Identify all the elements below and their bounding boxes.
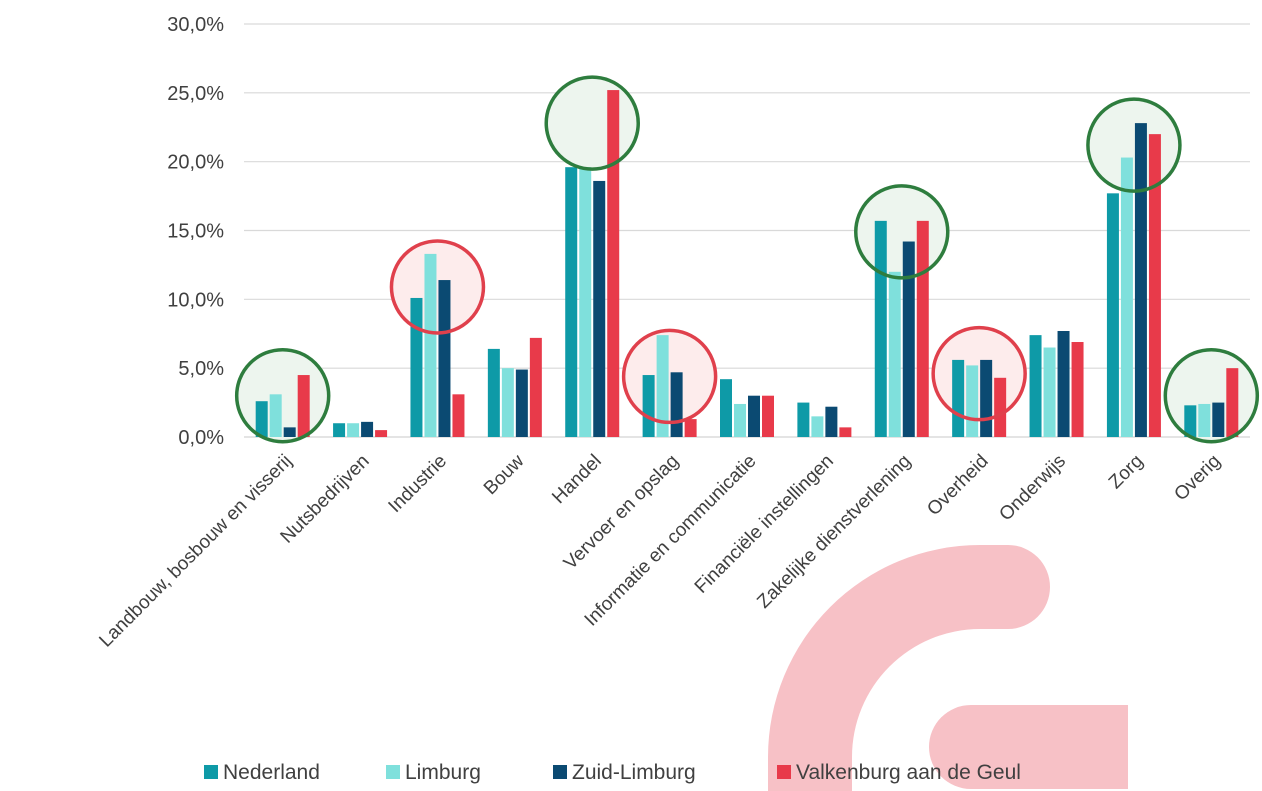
bar-limburg [347, 423, 360, 437]
bar-limburg [966, 365, 979, 437]
y-tick-label: 0,0% [178, 427, 224, 449]
legend-label: Nederland [223, 761, 320, 784]
highlight-circle-green [544, 75, 640, 171]
bar-limburg [579, 167, 592, 437]
legend-swatch [386, 765, 400, 779]
y-tick-label: 30,0% [167, 14, 224, 36]
bar-zuid-limburg [361, 421, 374, 437]
x-category-label: Overig [1170, 451, 1224, 505]
bar-zuid-limburg [438, 280, 451, 437]
x-category-label: Bouw [480, 450, 529, 499]
bar-limburg [501, 368, 514, 437]
x-category-label: Industrie [385, 451, 451, 517]
bar-nederland [642, 375, 655, 437]
bar-valkenburg-aan-de-geul [1148, 134, 1161, 437]
x-category-label: Onderwijs [995, 451, 1070, 526]
bar-zuid-limburg [748, 395, 760, 437]
x-category-label: Zorg [1105, 451, 1147, 493]
y-tick-label: 20,0% [167, 152, 224, 174]
bar-zuid-limburg [283, 427, 296, 437]
bar-zuid-limburg [1057, 330, 1070, 437]
x-category-label: Overheid [923, 451, 992, 520]
highlight-circle-fills [236, 77, 1258, 442]
bar-limburg [1043, 347, 1056, 437]
bar-limburg [811, 416, 824, 437]
highlight-circle-green [854, 184, 950, 280]
bar-valkenburg-aan-de-geul [375, 430, 388, 437]
bar-valkenburg-aan-de-geul [994, 377, 1007, 437]
legend-label: Zuid-Limburg [572, 761, 696, 784]
x-category-label: Financiële instellingen [691, 451, 838, 598]
bar-valkenburg-aan-de-geul [1226, 368, 1239, 437]
legend: Nederland Limburg Zuid-Limburg Valkenburg a… [204, 761, 1021, 784]
bar-zuid-limburg [1134, 123, 1147, 438]
bar-nederland [487, 348, 500, 437]
highlight-circle-red [931, 325, 1027, 422]
bar-zuid-limburg [593, 180, 606, 437]
brand-g-logo-shape [768, 545, 1128, 791]
bar-valkenburg-aan-de-geul [452, 394, 465, 437]
highlight-circle-red [389, 239, 486, 335]
grid-lines [244, 23, 1250, 438]
bar-nederland [565, 167, 578, 437]
bar-nederland [1106, 193, 1119, 437]
y-tick-label: 15,0% [167, 221, 224, 243]
bar-limburg [1198, 403, 1211, 437]
bar-valkenburg-aan-de-geul [529, 337, 542, 437]
logo-arc-shape [768, 545, 1050, 791]
bar-nederland [1184, 405, 1197, 437]
y-axis-ticks: 0,0% 5,0% 10,0% 15,0% 20,0% 25,0% 30,0% [167, 14, 224, 449]
highlight-circle-green [1163, 347, 1260, 444]
bar-zuid-limburg [980, 359, 993, 437]
highlight-circle-red [621, 328, 718, 425]
y-tick-label: 10,0% [167, 289, 224, 311]
bar-zuid-limburg [515, 369, 528, 437]
bar-limburg [734, 403, 746, 437]
bars [255, 90, 1239, 438]
y-tick-label: 5,0% [178, 358, 224, 380]
bar-limburg [1120, 157, 1133, 437]
highlight-circle-green [234, 347, 331, 444]
bar-nederland [874, 220, 887, 437]
bar-valkenburg-aan-de-geul [297, 375, 310, 437]
legend-swatch [553, 765, 567, 779]
bar-limburg [656, 335, 669, 437]
bar-nederland [333, 423, 346, 437]
bar-zuid-limburg [825, 406, 838, 437]
bar-nederland [1029, 335, 1042, 437]
legend-swatch [777, 765, 791, 779]
bar-valkenburg-aan-de-geul [684, 419, 697, 437]
x-axis-category-labels: Landbouw, bosbouw en visserijNutsbedrijv… [95, 450, 1224, 651]
bar-nederland [720, 379, 732, 437]
highlight-circle-outlines [234, 75, 1260, 444]
bar-nederland [797, 402, 810, 437]
bar-valkenburg-aan-de-geul [839, 427, 852, 437]
bar-valkenburg-aan-de-geul [762, 395, 774, 437]
bar-nederland [952, 359, 965, 437]
bar-zuid-limburg [670, 372, 683, 437]
bar-limburg [269, 394, 282, 437]
bar-limburg [888, 271, 901, 437]
bar-zuid-limburg [902, 241, 915, 437]
bar-zuid-limburg [1212, 402, 1225, 437]
legend-label: Valkenburg aan de Geul [796, 761, 1021, 784]
bar-valkenburg-aan-de-geul [916, 220, 929, 437]
bar-nederland [410, 297, 423, 437]
bar-limburg [424, 253, 437, 437]
y-tick-label: 25,0% [167, 83, 224, 105]
legend-swatch [204, 765, 218, 779]
x-category-label: Landbouw, bosbouw en visserij [95, 451, 296, 652]
legend-label: Limburg [405, 761, 481, 784]
highlight-circle-green [1086, 97, 1182, 193]
logo-bar-shape [929, 705, 1128, 789]
bar-valkenburg-aan-de-geul [1071, 342, 1084, 437]
bar-nederland [255, 401, 268, 437]
x-category-label: Handel [548, 451, 605, 508]
bar-valkenburg-aan-de-geul [607, 90, 620, 437]
